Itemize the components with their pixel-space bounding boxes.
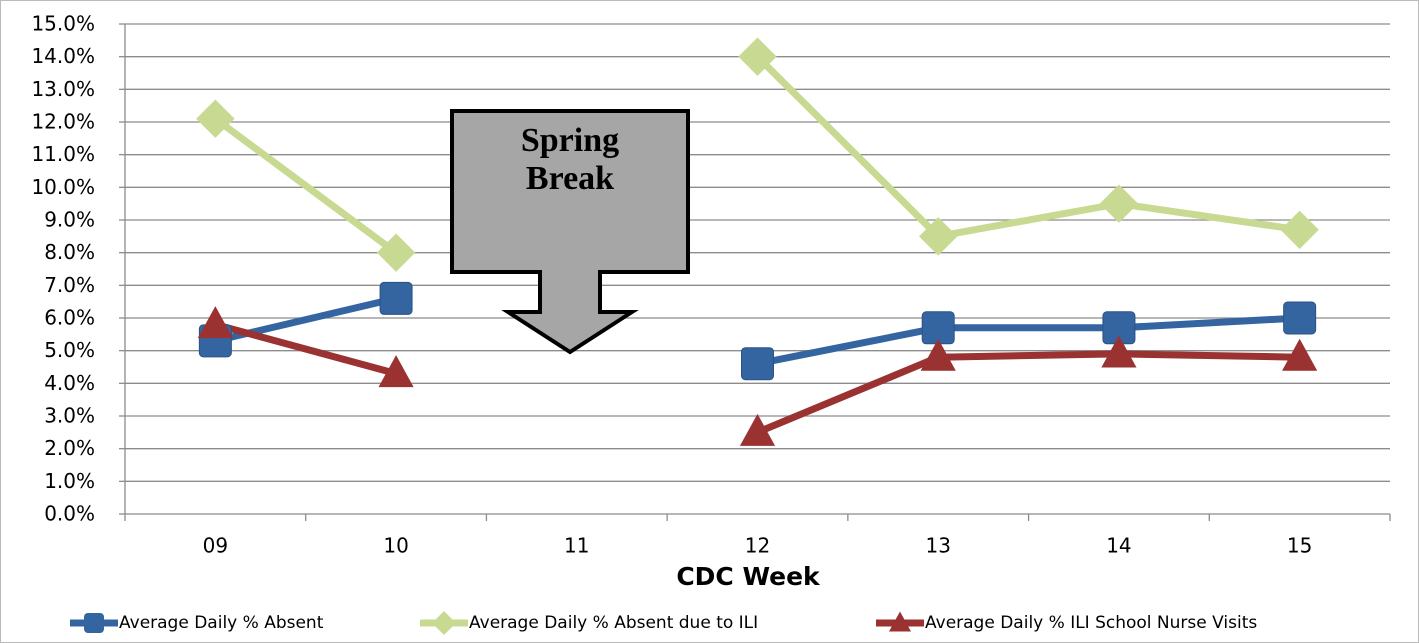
marker-triangle bbox=[1101, 335, 1137, 368]
y-tick-label: 1.0% bbox=[44, 469, 95, 493]
y-tick-label: 12.0% bbox=[31, 110, 95, 134]
grid: 0.0% 1.0% 2.0% 3.0% 4.0% 5.0% 6.0% 7.0% 8.0% 9.0%… bbox=[31, 12, 1391, 558]
legend-label: Average Daily % Absent due to ILI bbox=[469, 613, 758, 633]
legend-label: Average Daily % ILI School Nurse Visits bbox=[925, 613, 1257, 633]
marker-triangle bbox=[920, 338, 956, 371]
y-tick-label: 0.0% bbox=[44, 502, 95, 526]
marker-triangle bbox=[197, 306, 233, 339]
series-line bbox=[213, 54, 1301, 256]
marker-square bbox=[84, 613, 104, 633]
marker-diamond bbox=[196, 99, 235, 138]
x-tick-label: 13 bbox=[925, 534, 950, 558]
marker-diamond bbox=[376, 233, 416, 272]
x-tick-label: 09 bbox=[203, 534, 228, 558]
marker-triangle bbox=[739, 413, 776, 446]
marker-diamond bbox=[432, 611, 456, 635]
y-tick-label: 3.0% bbox=[44, 404, 95, 428]
y-tick-label: 14.0% bbox=[31, 44, 95, 68]
marker-diamond bbox=[1280, 210, 1319, 249]
x-tick-label: 15 bbox=[1287, 534, 1312, 558]
marker-triangle bbox=[1282, 338, 1318, 371]
y-tick-label: 6.0% bbox=[44, 306, 95, 330]
marker-diamond bbox=[919, 217, 958, 256]
x-tick-label: 12 bbox=[745, 534, 770, 558]
legend: Average Daily % Absent Average Daily % Ab… bbox=[70, 611, 1257, 635]
series-markers bbox=[196, 37, 1319, 446]
x-tick-label: 11 bbox=[564, 534, 589, 558]
callout-arrow bbox=[450, 109, 690, 355]
legend-label: Average Daily % Absent bbox=[119, 613, 324, 633]
y-tick-label: 13.0% bbox=[31, 77, 95, 101]
marker-square bbox=[741, 347, 774, 381]
y-tick-label: 2.0% bbox=[44, 436, 95, 460]
annotation-line: Spring bbox=[521, 122, 619, 159]
x-axis-title: CDC Week bbox=[676, 562, 821, 591]
annotation-line: Break bbox=[526, 160, 614, 197]
series-line bbox=[214, 321, 1300, 436]
spring-break-callout: Spring Break bbox=[450, 109, 690, 355]
x-tick-label: 10 bbox=[383, 534, 408, 558]
y-tick-label: 5.0% bbox=[44, 338, 95, 362]
x-tick-label: 14 bbox=[1106, 534, 1131, 558]
marker-triangle bbox=[378, 355, 414, 388]
y-tick-label: 9.0% bbox=[44, 208, 95, 232]
y-tick-label: 7.0% bbox=[44, 273, 95, 297]
marker-triangle bbox=[889, 611, 911, 632]
marker-diamond bbox=[738, 37, 777, 76]
y-tick-label: 10.0% bbox=[31, 175, 95, 199]
y-tick-label: 11.0% bbox=[31, 142, 95, 166]
marker-square bbox=[1283, 301, 1317, 335]
y-tick-label: 8.0% bbox=[44, 240, 95, 264]
series-lines bbox=[213, 54, 1301, 436]
y-tick-label: 15.0% bbox=[31, 12, 95, 36]
y-tick-label: 4.0% bbox=[44, 371, 95, 395]
marker-diamond bbox=[1099, 184, 1139, 223]
marker-square bbox=[379, 281, 413, 315]
